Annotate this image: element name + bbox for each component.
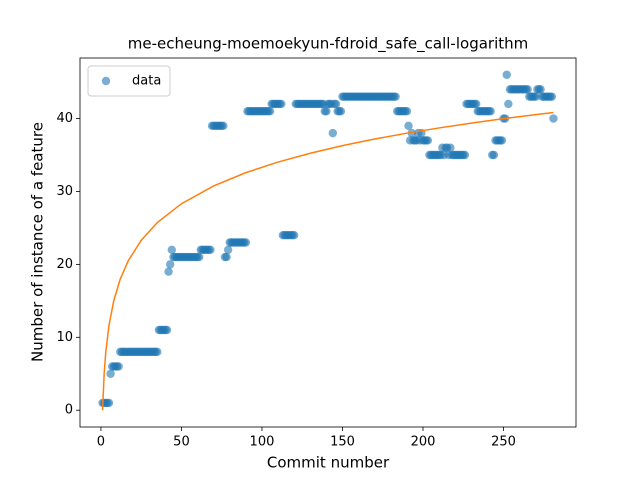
data-point xyxy=(153,347,162,357)
data-point xyxy=(162,325,172,335)
data-point xyxy=(328,128,338,138)
y-tick-label: 20 xyxy=(56,257,73,272)
data-point xyxy=(277,99,286,109)
data-point xyxy=(106,369,115,378)
x-axis-label: Commit number xyxy=(267,454,390,472)
data-point xyxy=(446,143,455,152)
data-point xyxy=(523,85,532,94)
data-point xyxy=(104,398,114,408)
data-point xyxy=(391,92,400,101)
data-point xyxy=(223,245,233,254)
data-point xyxy=(336,107,346,116)
data-point xyxy=(219,121,228,131)
data-point xyxy=(289,231,299,240)
data-point xyxy=(423,136,433,145)
x-tick-label: 100 xyxy=(250,435,275,450)
data-point xyxy=(222,252,231,262)
y-tick-label: 0 xyxy=(65,403,73,418)
data-point xyxy=(531,92,540,101)
y-tick-label: 40 xyxy=(56,111,73,126)
y-tick-label: 30 xyxy=(56,184,73,199)
data-point xyxy=(486,107,495,116)
data-point xyxy=(504,99,513,109)
data-point xyxy=(460,150,470,160)
x-tick-label: 200 xyxy=(411,435,436,450)
x-tick-label: 250 xyxy=(491,435,516,450)
data-point xyxy=(547,92,557,101)
data-point xyxy=(206,245,215,254)
fit-line xyxy=(101,111,554,411)
data-point xyxy=(331,99,341,109)
legend-box xyxy=(87,65,171,97)
plot-frame xyxy=(79,57,577,428)
data-point xyxy=(167,245,176,254)
data-point xyxy=(471,99,481,109)
chart-title: me-echeung-moemoekyun-fdroid_safe_call-l… xyxy=(128,35,529,54)
x-tick-label: 0 xyxy=(97,435,105,450)
data-point xyxy=(114,362,123,371)
data-point xyxy=(265,107,275,116)
data-point xyxy=(165,260,175,269)
x-tick-label: 50 xyxy=(173,435,190,450)
data-point xyxy=(194,252,204,262)
data-point xyxy=(549,114,558,123)
y-axis-label: Number of instance of a feature xyxy=(29,122,47,362)
legend-marker xyxy=(101,76,111,86)
data-point xyxy=(322,107,331,116)
data-point xyxy=(404,121,413,131)
data-point xyxy=(489,150,499,160)
data-point xyxy=(536,85,545,94)
x-tick-label: 150 xyxy=(330,435,355,450)
data-point xyxy=(502,70,511,79)
data-point xyxy=(402,107,412,116)
data-point xyxy=(164,267,173,276)
legend-label: data xyxy=(132,74,161,89)
y-tick-label: 10 xyxy=(56,330,73,345)
data-point xyxy=(497,136,507,145)
data-point xyxy=(241,238,251,247)
